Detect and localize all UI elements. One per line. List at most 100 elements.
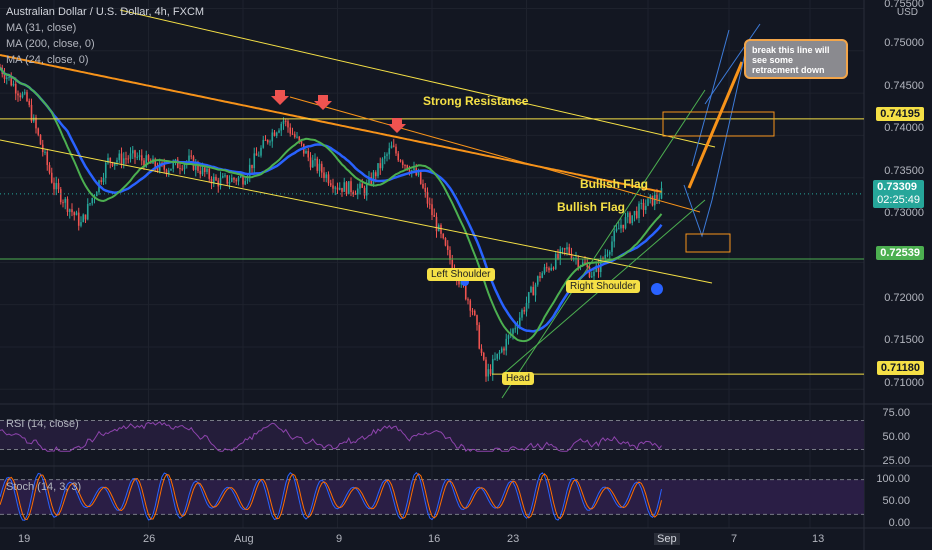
candle-body — [66, 198, 69, 212]
candle-body — [30, 104, 33, 122]
candle-body — [467, 299, 469, 301]
candle-body — [77, 212, 80, 226]
candle-body — [352, 192, 355, 194]
candle-body — [606, 254, 609, 256]
price-tick: 0.74500 — [884, 80, 924, 92]
candle-body — [327, 174, 330, 184]
candle-body — [374, 172, 377, 177]
candle-body — [197, 163, 199, 171]
candle-body — [642, 202, 645, 210]
price-tick: 0.73500 — [884, 165, 924, 177]
symbol-title[interactable]: Australian Dollar / U.S. Dollar, 4h, FXC… — [6, 6, 205, 18]
candle-body — [523, 310, 526, 312]
ma200-line — [0, 54, 662, 193]
candle-body — [521, 310, 523, 318]
candle-body — [424, 187, 427, 192]
rsi-tick: 75.00 — [882, 407, 910, 419]
candle-body — [156, 167, 159, 171]
candle-body — [332, 185, 334, 189]
price-tag-support: 0.72539 — [876, 246, 924, 260]
candle-body — [359, 183, 361, 189]
candle-body — [532, 286, 535, 296]
indicator-ma24[interactable]: MA (24, close, 0) — [6, 54, 89, 66]
candle-body — [129, 153, 132, 159]
candle-body — [266, 140, 269, 143]
candle-body — [107, 157, 109, 163]
candle-body — [345, 182, 348, 195]
candle-body — [84, 214, 87, 220]
candle-body — [190, 155, 193, 157]
candle-body — [21, 93, 24, 98]
candle-body — [291, 133, 294, 135]
candle-body — [615, 228, 618, 232]
target-box — [662, 111, 775, 137]
candle-body — [620, 224, 622, 229]
candle-body — [273, 132, 276, 136]
candle-body — [253, 153, 256, 169]
candle-body — [242, 175, 244, 185]
candle-body — [478, 325, 481, 349]
candle-body — [167, 170, 170, 174]
stoch-tick: 100.00 — [876, 473, 910, 485]
candle-body — [188, 155, 190, 162]
indicator-ma31[interactable]: MA (31, close) — [6, 22, 77, 34]
ma24-line — [0, 67, 663, 343]
candle-body — [23, 92, 26, 94]
rsi-label[interactable]: RSI (14, close) — [6, 418, 79, 430]
candle-body — [586, 264, 589, 267]
right-shoulder-label: Right Shoulder — [566, 280, 641, 293]
candle-body — [305, 150, 307, 154]
candle-body — [390, 145, 393, 149]
candle-body — [28, 100, 31, 105]
candle-body — [613, 231, 616, 242]
rsi-tick: 25.00 — [882, 455, 910, 467]
candle-body — [26, 92, 28, 101]
candle-body — [113, 162, 116, 166]
candle-body — [363, 187, 366, 196]
candle-body — [361, 183, 364, 188]
candle-body — [311, 160, 314, 168]
candle-body — [469, 300, 472, 311]
candle-body — [570, 253, 573, 260]
candle-body — [404, 164, 406, 166]
candle-body — [307, 150, 310, 158]
candle-body — [82, 214, 85, 223]
projection-arrow — [704, 23, 761, 105]
strong-resistance-label: Strong Resistance — [423, 94, 529, 108]
candle-body — [116, 160, 118, 163]
candle-body — [372, 172, 375, 185]
candle-body — [206, 168, 208, 172]
callout-pointer — [687, 61, 744, 189]
stoch-d-line — [0, 473, 662, 521]
candle-body — [350, 181, 352, 193]
candle-body — [134, 150, 136, 158]
time-tick: 13 — [812, 533, 825, 545]
candle-body — [334, 187, 337, 189]
candle-body — [525, 302, 528, 312]
candle-body — [458, 281, 460, 285]
candle-body — [604, 254, 607, 259]
candle-body — [426, 191, 429, 204]
candle-body — [383, 155, 386, 159]
candle-body — [147, 155, 150, 161]
retrace-box — [685, 233, 731, 253]
candle-body — [199, 170, 202, 175]
candle-body — [260, 147, 262, 156]
candle-body — [644, 205, 647, 210]
candle-body — [368, 177, 370, 184]
candle-body — [482, 352, 485, 360]
candle-body — [640, 202, 643, 204]
candle-body — [593, 271, 595, 277]
candle-body — [397, 153, 400, 161]
candle-body — [46, 151, 49, 166]
candle-body — [246, 176, 249, 181]
candle-body — [86, 203, 89, 220]
indicator-ma200[interactable]: MA (200, close, 0) — [6, 38, 95, 50]
candle-body — [163, 164, 166, 170]
stoch-label[interactable]: Stoch (14, 3, 3) — [6, 481, 82, 493]
candle-body — [143, 160, 145, 167]
candle-body — [210, 178, 213, 184]
candle-body — [518, 317, 521, 327]
currency-label: USD — [896, 7, 918, 18]
